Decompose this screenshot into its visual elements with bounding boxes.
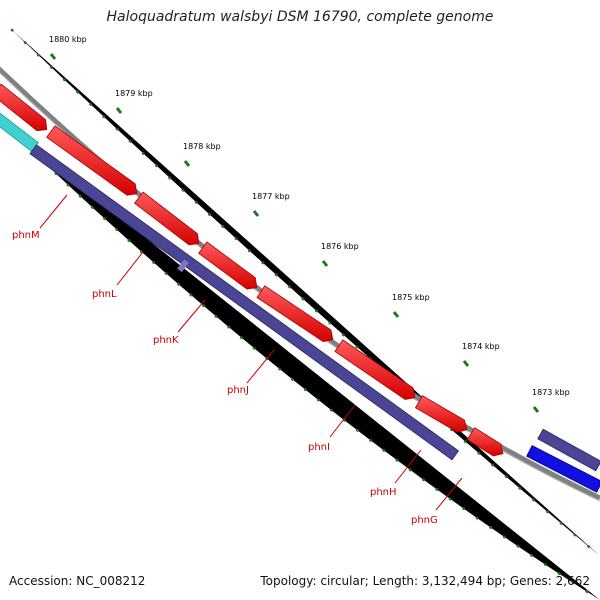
kbp-label: 1873 kbp — [532, 388, 570, 397]
page-title: Haloquadratum walsbyi DSM 16790, complet… — [106, 9, 494, 25]
forward-gene-2 — [46, 125, 138, 196]
kbp-tick — [183, 160, 191, 167]
gene-label-phnJ: phnJ — [227, 385, 249, 396]
gene-features — [0, 83, 600, 493]
kbp-label: 1876 kbp — [321, 242, 359, 251]
forward-gene-4 — [198, 241, 258, 290]
kbp-tick — [49, 53, 57, 60]
kbp-label: 1877 kbp — [252, 192, 290, 201]
kbp-label: 1875 kbp — [392, 293, 430, 302]
forward-gene-6 — [334, 339, 416, 400]
kbp-tick — [392, 311, 400, 318]
kbp-label: 1880 kbp — [49, 35, 87, 44]
gene-label-phnL: phnL — [92, 289, 117, 300]
kbp-tick — [252, 210, 260, 217]
topology-summary: Topology: circular; Length: 3,132,494 bp… — [260, 574, 590, 588]
gene-leader-line — [39, 194, 68, 229]
gene-leader-line — [435, 477, 463, 511]
genome-backbone — [0, 66, 600, 501]
gene-leader-line — [246, 349, 275, 384]
kbp-scale: 1880 kbp 1879 kbp 1878 kbp 1877 kbp 1876 kbp… — [49, 35, 570, 413]
kbp-tick — [321, 260, 329, 267]
kbp-tick — [532, 406, 540, 413]
gene-label-phnM: phnM — [12, 230, 40, 241]
kbp-tick — [462, 360, 470, 367]
backbone-edge — [0, 72, 600, 502]
forward-gene-8 — [466, 427, 504, 457]
tick-dots-inner — [6, 126, 600, 600]
kbp-label: 1874 kbp — [462, 342, 500, 351]
gene-labels: phnM phnL phnK phnJ phnI phnH phnG — [12, 194, 463, 526]
blue-gene-right — [526, 445, 600, 493]
accession-label: Accession: NC_008212 — [9, 574, 146, 588]
gene-leader-line — [177, 299, 206, 333]
gene-label-phnH: phnH — [370, 487, 397, 498]
kbp-label: 1879 kbp — [115, 89, 153, 98]
forward-gene-1 — [0, 83, 48, 132]
kbp-tick — [115, 107, 123, 114]
forward-gene-3 — [133, 191, 200, 246]
reverse-gene-band — [29, 144, 460, 461]
gene-label-phnI: phnI — [308, 442, 330, 453]
reverse-gene-right — [537, 428, 600, 472]
reverse-gene-divider — [177, 259, 189, 273]
gene-leader-line — [116, 251, 144, 286]
gene-label-phnG: phnG — [411, 515, 438, 526]
kbp-label: 1878 kbp — [183, 142, 221, 151]
gene-leader-line — [394, 449, 422, 484]
forward-gene-5 — [256, 285, 334, 343]
gene-label-phnK: phnK — [153, 335, 179, 346]
forward-gene-7 — [414, 395, 468, 433]
gene-leader-line — [329, 404, 356, 438]
